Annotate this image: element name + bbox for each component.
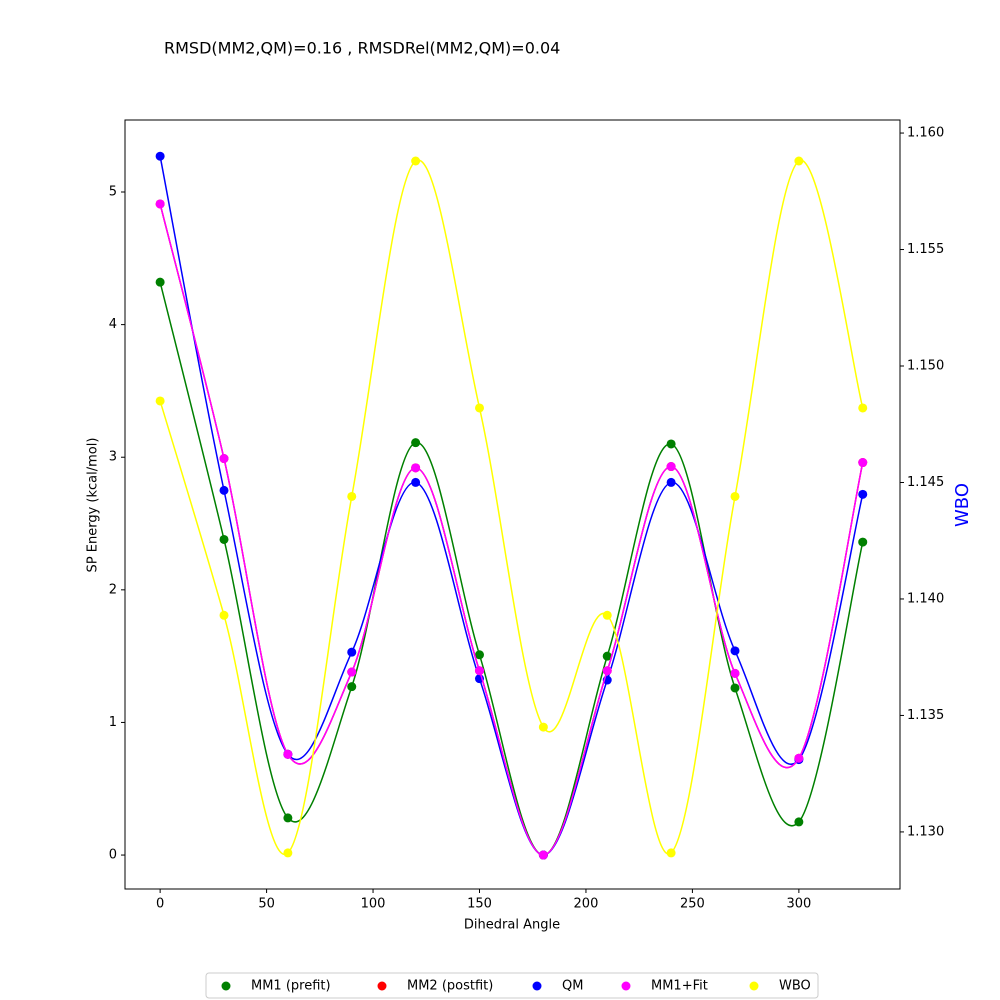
x-tick-label: 300 (786, 897, 811, 912)
data-point (219, 610, 229, 620)
data-point (411, 477, 421, 487)
data-point (155, 277, 165, 287)
legend-marker (621, 981, 631, 991)
data-point (347, 491, 357, 501)
data-point (858, 537, 868, 547)
data-point (858, 403, 868, 413)
data-point (730, 683, 740, 693)
y2-tick-label: 1.160 (907, 126, 944, 141)
data-point (219, 534, 229, 544)
data-point (602, 666, 612, 676)
y2-tick-label: 1.155 (907, 242, 944, 257)
y-axis-label: SP Energy (kcal/mol) (86, 438, 101, 573)
series-curve (159, 282, 864, 856)
series-curve (159, 203, 864, 856)
data-point (411, 438, 421, 448)
legend-label: MM1 (prefit) (251, 979, 331, 994)
data-point (538, 850, 548, 860)
y-tick-label: 3 (109, 450, 117, 465)
data-point (602, 651, 612, 661)
legend-marker (221, 981, 231, 991)
data-point (347, 682, 357, 692)
legend-label: MM2 (postfit) (407, 979, 493, 994)
data-point (730, 668, 740, 678)
legend-label: MM1+Fit (651, 979, 708, 994)
legend-marker (532, 981, 542, 991)
y-tick-label: 5 (109, 185, 117, 200)
y-tick-label: 1 (109, 715, 117, 730)
data-point (155, 199, 165, 209)
x-tick-label: 50 (258, 897, 275, 912)
legend-label: QM (562, 979, 583, 994)
y-tick-label: 4 (109, 317, 117, 332)
legend-marker (749, 981, 759, 991)
plot-frame (124, 119, 901, 890)
y2-axis-label: WBO (952, 483, 973, 527)
legend-marker (377, 981, 387, 991)
data-point (155, 151, 165, 161)
data-point (155, 396, 165, 406)
y2-tick-label: 1.130 (907, 824, 944, 839)
y-tick-label: 0 (109, 848, 117, 863)
data-point (794, 156, 804, 166)
data-point (730, 646, 740, 656)
data-point (794, 753, 804, 763)
x-axis-label: Dihedral Angle (464, 918, 560, 933)
y2-tick-label: 1.140 (907, 591, 944, 606)
data-point (666, 462, 676, 472)
data-point (730, 491, 740, 501)
data-point (283, 848, 293, 858)
y2-tick-label: 1.135 (907, 708, 944, 723)
y-tick-label: 2 (109, 582, 117, 597)
data-point (666, 848, 676, 858)
legend: MM1 (prefit) MM2 (postfit) QM MM1+Fit WBO (205, 972, 819, 999)
y2-tick-label: 1.150 (907, 359, 944, 374)
data-point (666, 439, 676, 449)
data-point (794, 817, 804, 827)
x-tick-label: 200 (574, 897, 599, 912)
legend-frame (205, 972, 819, 999)
series-curve (159, 156, 864, 856)
data-point (347, 667, 357, 677)
data-point (347, 647, 357, 657)
chart-title: RMSD(MM2,QM)=0.16 , RMSDRel(MM2,QM)=0.04 (164, 39, 560, 58)
data-point (858, 458, 868, 468)
x-tick-label: 0 (156, 897, 164, 912)
data-point (283, 813, 293, 823)
data-point (411, 463, 421, 473)
x-tick-label: 250 (680, 897, 705, 912)
data-point (219, 454, 229, 464)
x-tick-label: 100 (361, 897, 386, 912)
data-point (474, 666, 484, 676)
data-point (858, 489, 868, 499)
data-point (474, 650, 484, 660)
y2-tick-label: 1.145 (907, 475, 944, 490)
data-point (219, 485, 229, 495)
data-point (283, 749, 293, 759)
data-point (538, 722, 548, 732)
data-point (666, 477, 676, 487)
data-point (474, 403, 484, 413)
data-point (602, 610, 612, 620)
legend-label: WBO (779, 979, 811, 994)
data-point (411, 156, 421, 166)
x-tick-label: 150 (467, 897, 492, 912)
